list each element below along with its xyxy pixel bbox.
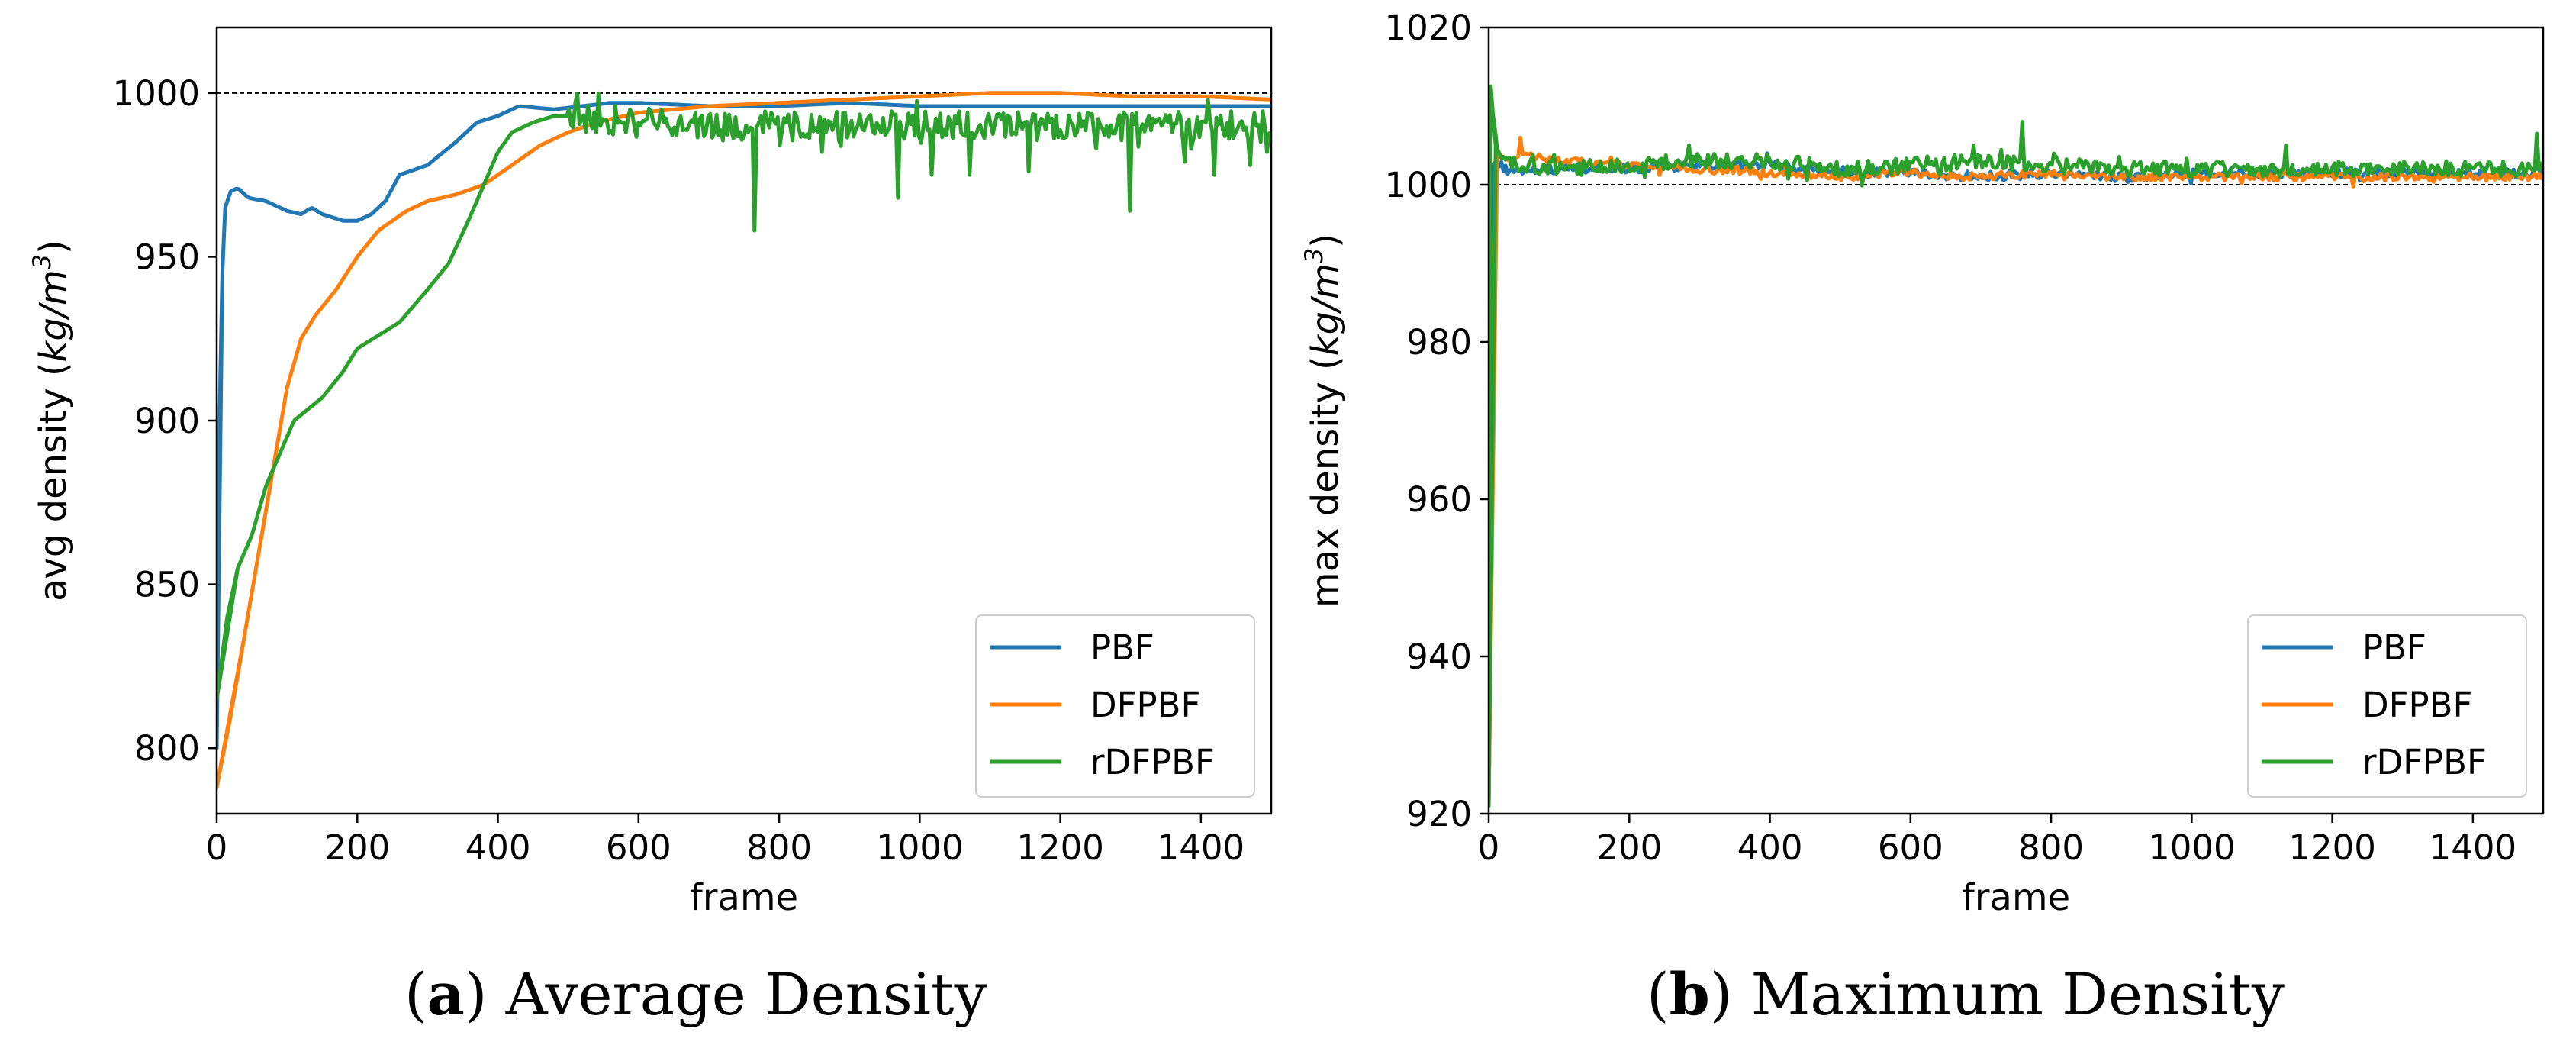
x-tick-label: 200 [324, 827, 390, 868]
legend-label-PBF: PBF [2362, 627, 2426, 668]
series-group [1489, 84, 2543, 808]
y-label-unit: kg/m [32, 269, 75, 362]
x-axis-label: frame [690, 876, 798, 919]
x-tick-label: 1000 [876, 827, 964, 868]
x-tick-label: 1200 [2288, 827, 2376, 868]
legend-label-rDFPBF: rDFPBF [1090, 742, 1215, 782]
legend: PBF DFPBF rDFPBF [2247, 614, 2527, 798]
y-tick-label: 850 [134, 565, 200, 605]
x-tick-label: 800 [746, 827, 812, 868]
y-label-text: max density ( [1304, 356, 1347, 608]
y-axis-label: max density (kg/m3) [1299, 234, 1347, 608]
y-label-unit: kg/m [1304, 263, 1347, 356]
x-tick-label: 1400 [2429, 827, 2517, 868]
y-tick-label: 800 [134, 728, 200, 769]
y-axis-label: avg density (kg/m3) [27, 240, 75, 601]
x-tick-label: 0 [1478, 827, 1500, 868]
series-line-rDFPBF [1489, 84, 2543, 808]
x-tick-label: 1000 [2148, 827, 2236, 868]
y-label-close: ) [32, 240, 75, 254]
chart-b: 0 200 400 600 800 1000 1200 1400 920 940 960 980 100… [1299, 8, 2545, 919]
legend-label-rDFPBF: rDFPBF [2362, 742, 2487, 782]
x-axis-label: frame [1962, 876, 2070, 919]
legend: PBF DFPBF rDFPBF [975, 614, 1255, 798]
legend-box [975, 614, 1255, 798]
y-tick-label: 900 [134, 401, 200, 441]
caption-a: (a) Average Density [404, 960, 987, 1028]
x-tick-label: 200 [1596, 827, 1662, 868]
x-tick-label: 400 [1737, 827, 1803, 868]
y-tick-label: 950 [134, 237, 200, 277]
legend-label-DFPBF: DFPBF [2362, 685, 2472, 725]
y-tick-label: 1020 [1384, 8, 1472, 48]
series-line-DFPBF [1489, 135, 2543, 808]
chart-a: 0 200 400 600 800 1000 1200 1400 800 850 900 950 100… [27, 26, 1273, 919]
y-tick-label: 920 [1406, 794, 1472, 834]
y-tick-label: 960 [1406, 479, 1472, 520]
legend-label-PBF: PBF [1090, 627, 1154, 668]
y-tick-label: 1000 [112, 73, 200, 114]
x-tick-label: 1200 [1016, 827, 1104, 868]
y-label-exponent: 3 [1299, 248, 1328, 263]
y-tick-label: 980 [1406, 322, 1472, 363]
series-group [217, 91, 1271, 790]
legend-box [2247, 614, 2527, 798]
y-label-exponent: 3 [27, 254, 56, 269]
caption-b: (b) Maximum Density [1647, 960, 2285, 1028]
series-line-DFPBF [217, 91, 1271, 790]
x-tick-label: 600 [606, 827, 671, 868]
y-label-close: ) [1304, 234, 1347, 248]
axes-frame [1487, 26, 2545, 815]
series-line-rDFPBF [217, 91, 1271, 701]
legend-label-DFPBF: DFPBF [1090, 685, 1200, 725]
y-tick-label: 940 [1406, 637, 1472, 677]
y-tick-label: 1000 [1384, 165, 1472, 205]
x-tick-label: 400 [465, 827, 531, 868]
x-tick-label: 0 [206, 827, 228, 868]
x-tick-label: 600 [1878, 827, 1943, 868]
x-tick-label: 1400 [1158, 827, 1245, 868]
x-tick-label: 800 [2018, 827, 2084, 868]
y-label-text: avg density ( [32, 362, 75, 601]
